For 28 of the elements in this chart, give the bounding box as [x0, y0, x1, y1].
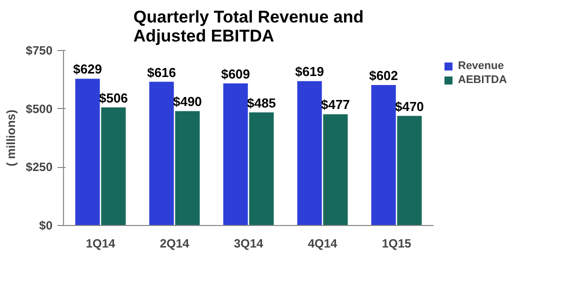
x-tick-label: 1Q14 [86, 236, 116, 250]
bar [397, 116, 422, 226]
y-tick-label: $0 [39, 218, 53, 232]
legend-label: AEBITDA [458, 74, 507, 86]
bar [223, 83, 248, 226]
data-label: $616 [147, 64, 176, 80]
data-label: $619 [295, 64, 324, 80]
bar [101, 107, 126, 226]
legend-label: Revenue [458, 60, 504, 72]
bar [175, 111, 200, 226]
data-label: $609 [221, 66, 250, 82]
data-label: $602 [369, 68, 398, 84]
bar [249, 112, 274, 226]
x-tick-label: 3Q14 [234, 236, 264, 250]
x-tick-label: 4Q14 [308, 236, 338, 250]
y-axis-title: ( millions) [4, 110, 18, 166]
bar [75, 78, 100, 226]
chart-title: Quarterly Total Revenue and Adjusted EBITDA [133, 8, 364, 46]
x-tick-label: 1Q15 [382, 236, 412, 250]
y-tick-label: $500 [26, 102, 53, 116]
data-label: $629 [73, 62, 102, 77]
y-tick-label: $250 [26, 160, 53, 174]
bar [149, 82, 174, 226]
bar [371, 85, 396, 226]
bar [323, 114, 348, 226]
x-tick-label: 2Q14 [160, 236, 190, 250]
bar [297, 81, 322, 226]
y-tick-label: $750 [26, 44, 53, 58]
